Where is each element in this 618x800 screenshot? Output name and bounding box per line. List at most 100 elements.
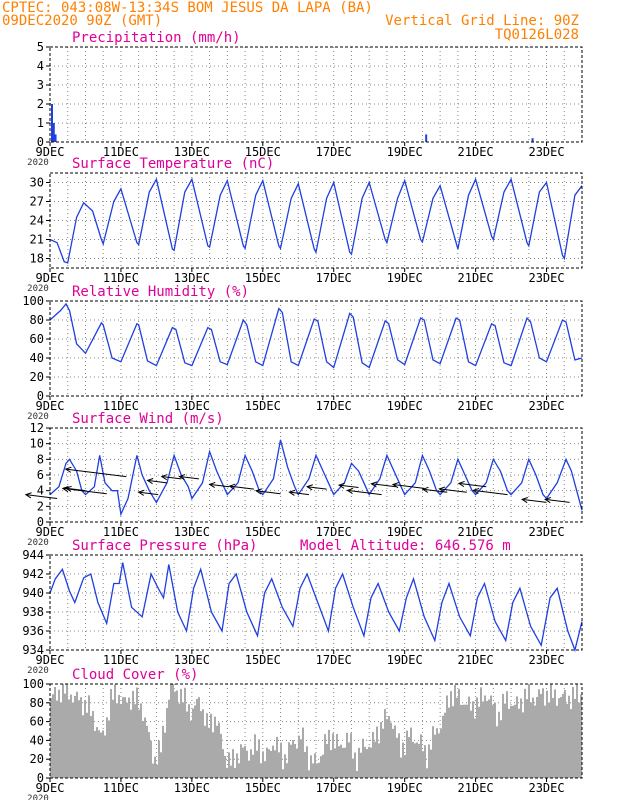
wind-vector-head (305, 484, 313, 491)
plot-area (50, 301, 582, 396)
y-tick-label: 942 (22, 567, 44, 581)
cloud-bar (522, 712, 524, 778)
cloud-bar (94, 730, 96, 778)
y-tick-label: 938 (22, 605, 44, 619)
cloud-bar (52, 694, 54, 778)
cloud-bar (444, 712, 446, 778)
cloud-bar (482, 701, 484, 778)
y-tick-label: 2 (37, 499, 44, 513)
cloud-bar (358, 747, 360, 778)
cloud-bar (316, 763, 318, 778)
cloud-bar (296, 748, 298, 778)
cloud-bar (280, 742, 282, 778)
cloud-bar (404, 755, 406, 778)
cloud-bar (230, 765, 232, 778)
cloud-bar (188, 704, 190, 778)
x-tick-label: 23DEC (528, 145, 564, 159)
precip-bar (54, 134, 57, 142)
panel-title: Surface Temperature (nC) (72, 156, 274, 172)
cloud-bar (122, 697, 124, 778)
cloud-bar (176, 690, 178, 778)
wind-vector-head (64, 466, 72, 473)
y-tick-label: 4 (37, 484, 44, 498)
wind-vector-head (391, 482, 399, 489)
plot-frame (49, 683, 583, 779)
cloud-bar (550, 684, 552, 778)
cloud-bar (542, 688, 544, 778)
wind-vector-head (64, 485, 72, 492)
cloud-bar (462, 704, 464, 778)
header-date: 09DEC2020 90Z (GMT) (2, 13, 163, 29)
cloud-bar (262, 751, 264, 778)
cloud-bar (380, 721, 382, 778)
wind-vector (439, 488, 467, 493)
y-tick-label: 40 (30, 351, 44, 365)
cloud-bar (162, 725, 164, 778)
cloud-bar (372, 731, 374, 778)
x-tick-label: 13DEC (174, 653, 210, 667)
y-tick-label: 20 (30, 752, 44, 766)
x-tick-label: 13DEC (174, 399, 210, 413)
cloud-bar (166, 708, 168, 778)
x-tick-label: 13DEC (174, 525, 210, 539)
cloud-bar (238, 763, 240, 778)
cloud-bar (284, 754, 286, 778)
cloud-bar (62, 684, 64, 778)
cloud-bar (398, 733, 400, 778)
wind-vector (338, 484, 359, 489)
y-tick-label: 4 (37, 59, 44, 73)
cloud-bar (244, 745, 246, 778)
cloud-bar (518, 708, 520, 778)
cloud-bar (146, 725, 148, 778)
cloud-bar (92, 711, 94, 778)
cloud-bar (294, 743, 296, 778)
wind-vector (289, 491, 309, 496)
cloud-bar (336, 734, 338, 778)
cloud-bar (400, 757, 402, 778)
cloud-bar (140, 703, 142, 778)
y-tick-label: 10 (30, 437, 44, 451)
cloud-bar (376, 726, 378, 778)
x-tick-label: 21DEC (458, 399, 494, 413)
cloud-bar (72, 702, 74, 778)
x-year-label: 2020 (27, 158, 49, 168)
cloud-bar (252, 754, 254, 778)
x-tick-label: 17DEC (316, 781, 352, 795)
cloud-bar (560, 696, 562, 778)
cloud-bar (286, 763, 288, 778)
x-tick-label: 11DEC (103, 399, 139, 413)
cloud-bar (302, 727, 304, 778)
cloud-bar (504, 703, 506, 778)
cloud-bar (432, 726, 434, 778)
cloud-bar (96, 727, 98, 778)
cloud-bar (288, 742, 290, 778)
header-model-code: TQ0126L028 (494, 27, 579, 43)
cloud-bar (346, 732, 348, 778)
cloud-bar (134, 704, 136, 778)
cloud-bar (418, 743, 420, 778)
panel-annotation: Model Altitude: 646.576 m (300, 538, 511, 554)
cloud-bar (304, 751, 306, 778)
cloud-bar (496, 726, 498, 778)
cloud-bar (370, 747, 372, 778)
cloud-bar (300, 739, 302, 778)
cloud-bar (442, 715, 444, 778)
temp-series-line (49, 177, 583, 264)
wind-vector-head (178, 474, 186, 481)
cloud-bar (142, 720, 144, 778)
y-tick-label: 60 (30, 332, 44, 346)
cloud-bar (70, 694, 72, 778)
cloud-bar (570, 709, 572, 778)
cloud-bar (318, 762, 320, 778)
x-tick-label: 15DEC (245, 781, 281, 795)
x-tick-label: 23DEC (528, 271, 564, 285)
y-tick-label: 20 (30, 370, 44, 384)
cloud-bar (226, 767, 228, 778)
wind-vector (161, 476, 182, 480)
cloud-bar (210, 713, 212, 778)
cloud-bar (144, 717, 146, 778)
cloud-bar (60, 702, 62, 778)
x-year-label: 2020 (27, 666, 49, 676)
cloud-bar (110, 688, 112, 778)
cloud-bar (314, 753, 316, 778)
